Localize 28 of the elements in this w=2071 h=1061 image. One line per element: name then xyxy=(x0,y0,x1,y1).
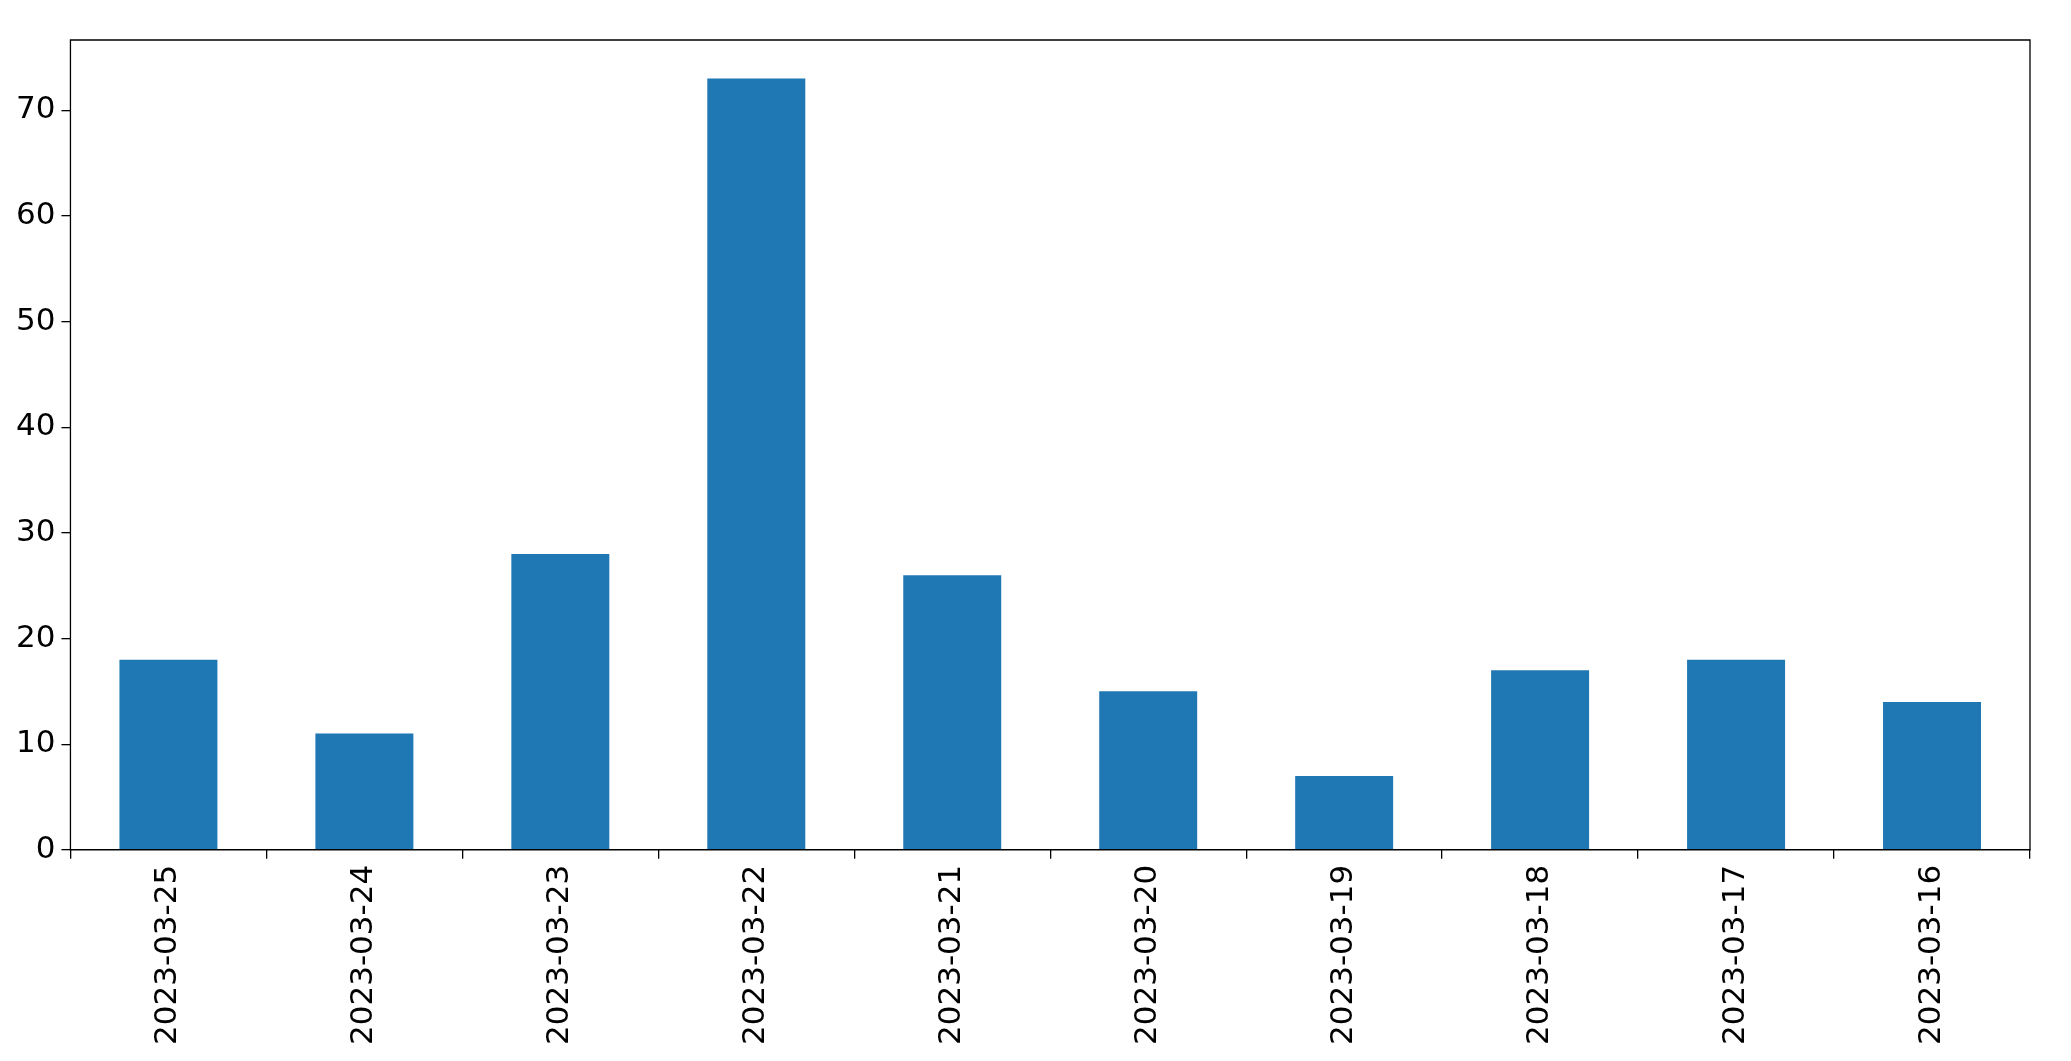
bar xyxy=(1687,659,1786,850)
x-tick-label: 2023-03-17 xyxy=(1715,864,1752,1046)
y-tick-label: 40 xyxy=(15,406,56,443)
x-tick-label: 2023-03-19 xyxy=(1323,864,1360,1046)
bar xyxy=(119,659,218,850)
x-tick-label: 2023-03-23 xyxy=(539,864,576,1046)
bar xyxy=(1883,701,1982,850)
bar xyxy=(511,554,610,850)
x-tick-label: 2023-03-18 xyxy=(1519,864,1556,1046)
y-tick-label: 0 xyxy=(35,828,56,865)
bar xyxy=(1491,670,1590,850)
x-tick-label: 2023-03-20 xyxy=(1127,864,1164,1046)
bar xyxy=(707,78,806,850)
y-tick-label: 10 xyxy=(15,723,56,760)
x-tick-label: 2023-03-25 xyxy=(147,864,184,1046)
bar xyxy=(1295,775,1394,850)
y-tick-label: 60 xyxy=(15,194,56,231)
y-tick-label: 30 xyxy=(15,511,56,548)
y-tick-label: 20 xyxy=(15,617,56,654)
x-tick-label: 2023-03-16 xyxy=(1911,864,1948,1046)
x-tick-label: 2023-03-22 xyxy=(735,864,772,1046)
bar xyxy=(315,733,414,850)
x-tick-label: 2023-03-24 xyxy=(343,864,380,1046)
bar xyxy=(903,575,1002,850)
bar xyxy=(1099,691,1198,850)
y-tick-label: 70 xyxy=(15,89,56,126)
y-tick-label: 50 xyxy=(15,300,56,337)
x-tick-label: 2023-03-21 xyxy=(931,864,968,1046)
